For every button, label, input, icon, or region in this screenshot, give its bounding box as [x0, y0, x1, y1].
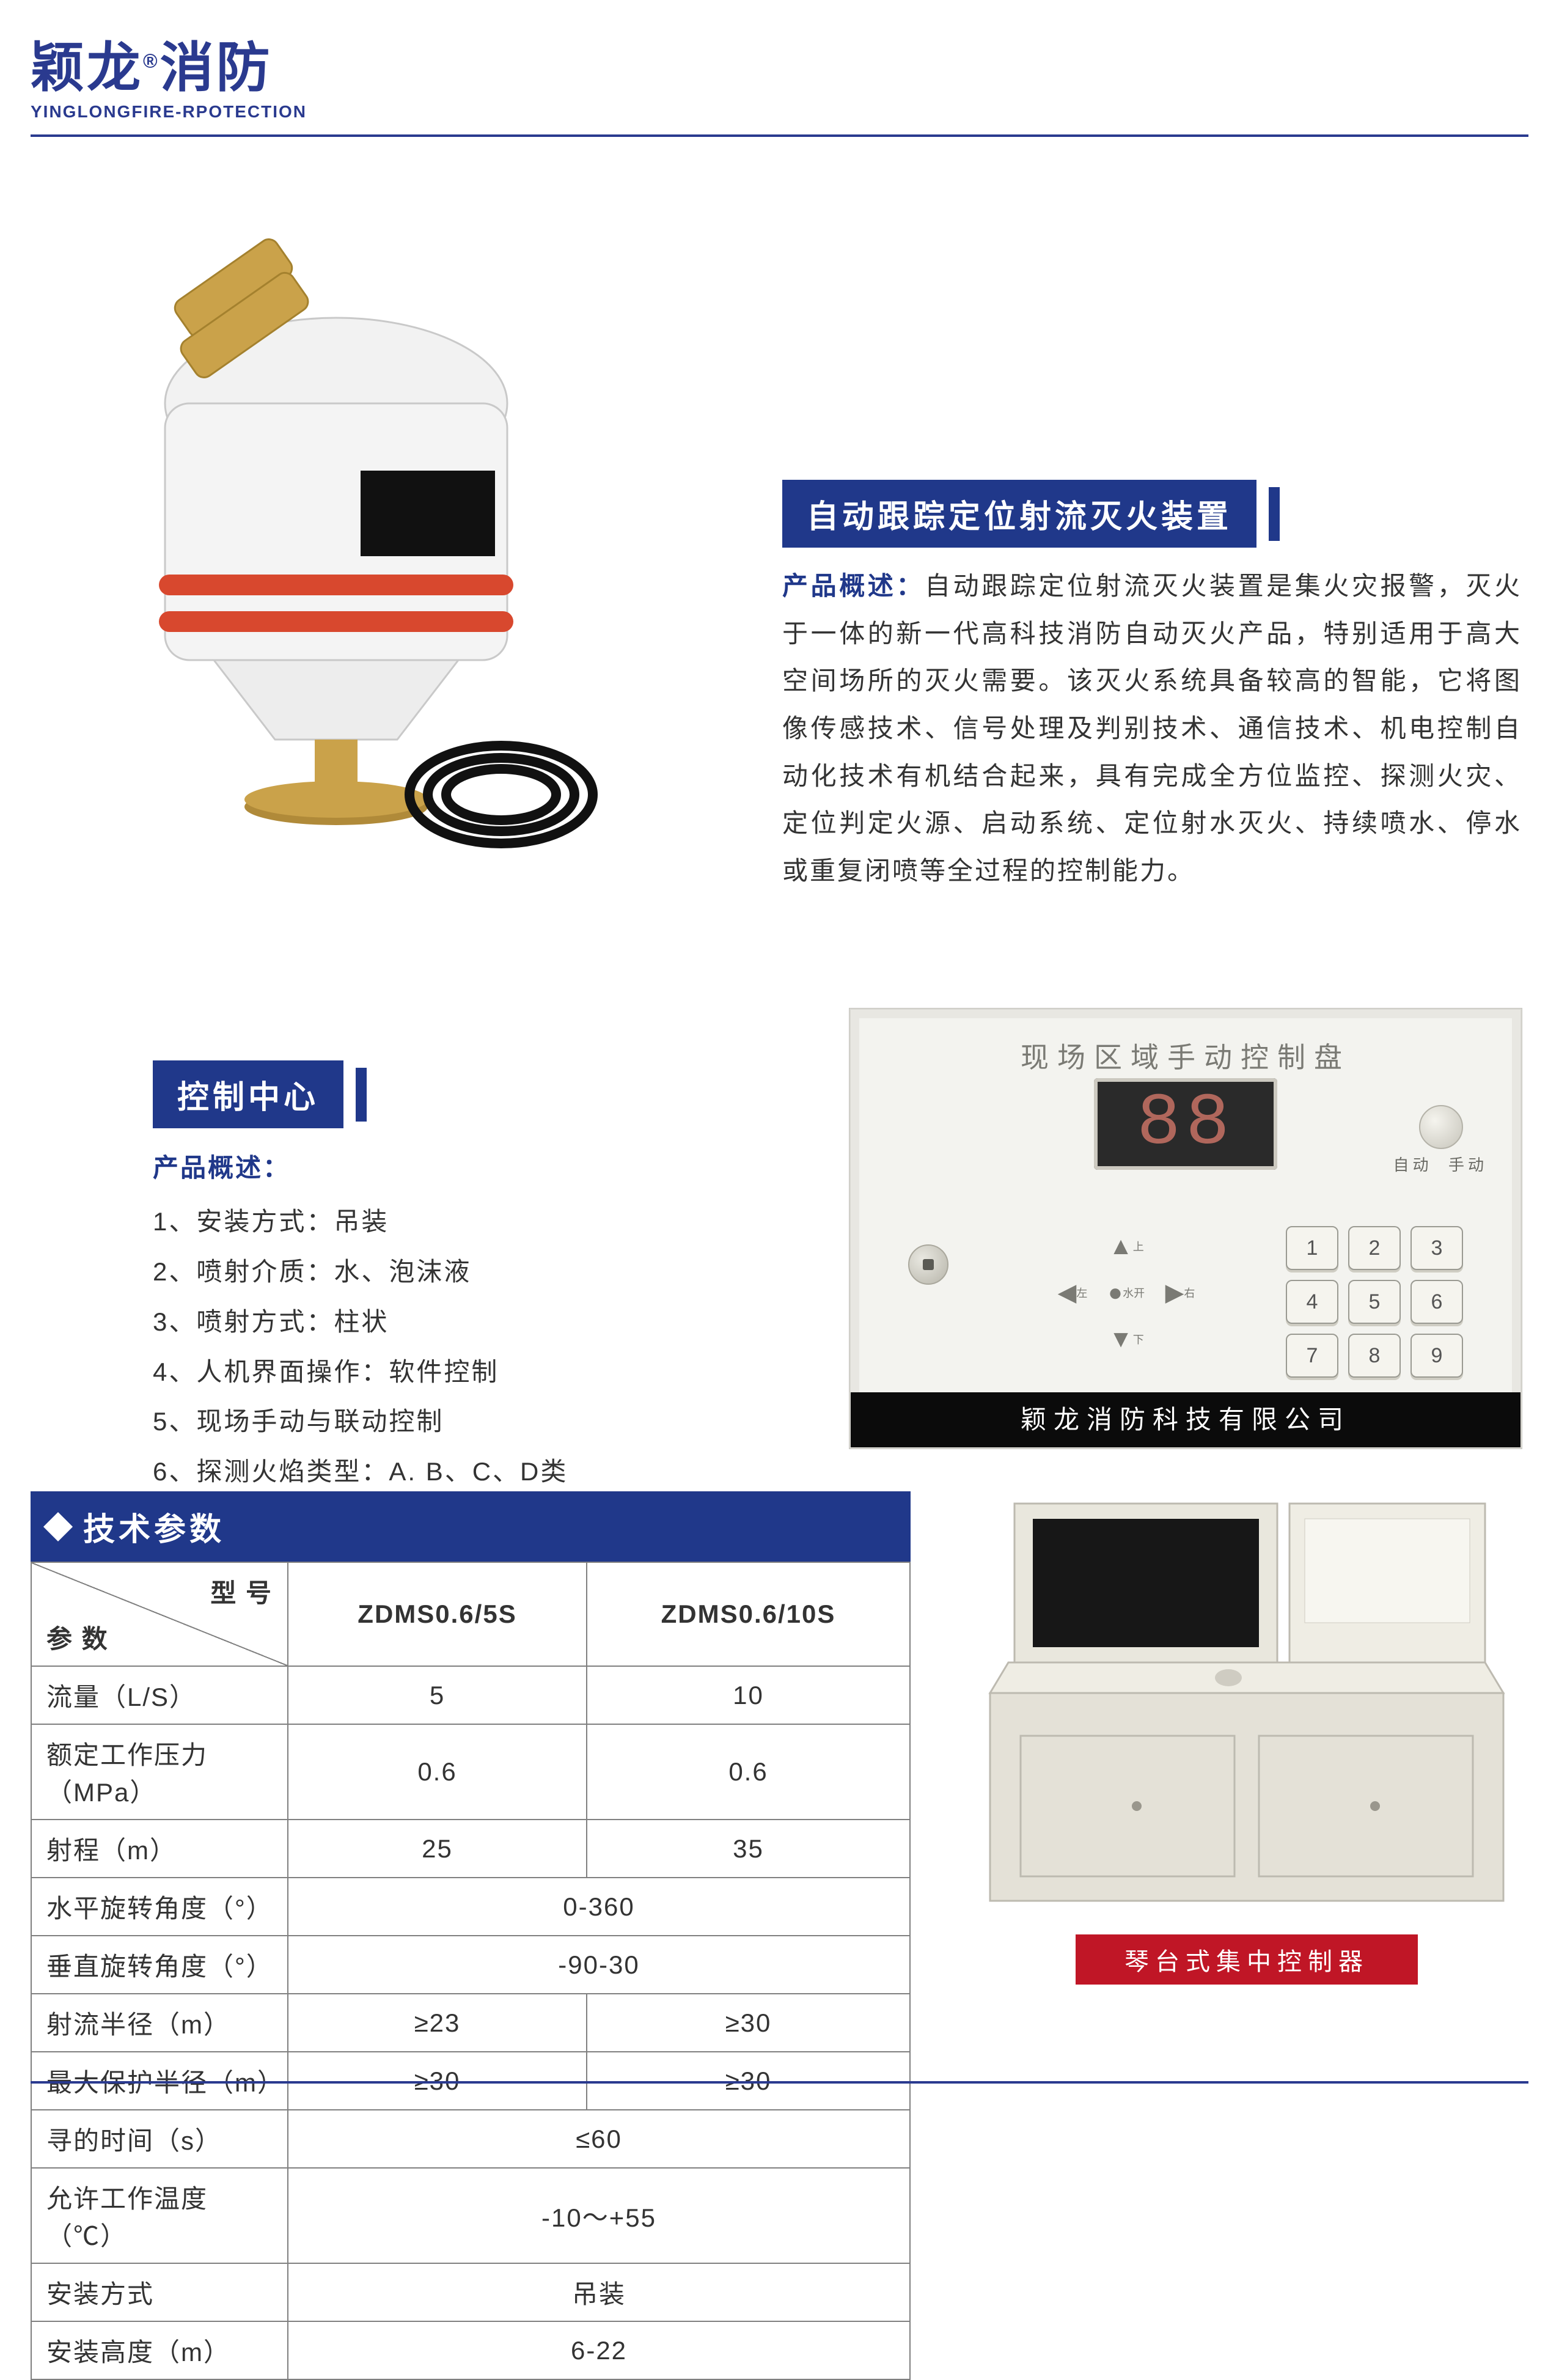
water-toggle-icon[interactable]: ●水开 — [1102, 1273, 1150, 1313]
spec-row-label: 允许工作温度（℃） — [31, 2168, 288, 2263]
spec-row-value: ≥30 — [587, 1994, 910, 2052]
section1-title: 自动跟踪定位射流灭火装置 — [782, 480, 1256, 548]
spec-row-value: 6-22 — [288, 2321, 910, 2379]
arrow-pad: ▲上 ◀左 ●水开 ▶右 ▼下 — [1049, 1226, 1204, 1359]
spec-row-label: 寻的时间（s） — [31, 2110, 288, 2168]
spec-row-label: 安装高度（m） — [31, 2321, 288, 2379]
arrow-left-icon[interactable]: ◀左 — [1049, 1273, 1096, 1313]
section2-title: 控制中心 — [153, 1060, 343, 1128]
keypad-button-7[interactable]: 7 — [1286, 1334, 1338, 1378]
spec-row-label: 流量（L/S） — [31, 1666, 288, 1724]
spec-row-value: 10 — [587, 1666, 910, 1724]
section2-body: 产品概述： 1、安装方式：吊装2、喷射介质：水、泡沫液3、喷射方式：柱状4、人机… — [153, 1143, 568, 1497]
table-row: 水平旋转角度（°）0-360 — [31, 1878, 910, 1936]
brand-cn-part2: 消防 — [160, 37, 273, 98]
keypad-button-1[interactable]: 1 — [1286, 1226, 1338, 1270]
keypad-button-3[interactable]: 3 — [1410, 1226, 1463, 1270]
table-row: 射流半径（m）≥23≥30 — [31, 1994, 910, 2052]
table-row: 流量（L/S）510 — [31, 1666, 910, 1724]
section2-item: 3、喷射方式：柱状 — [153, 1297, 568, 1347]
spec-row-value: 0.6 — [587, 1724, 910, 1820]
spec-row-value: ≤60 — [288, 2110, 910, 2168]
section2-title-bar: 控制中心 — [153, 1060, 367, 1128]
spec-table: 型 号 参 数 ZDMS0.6/5S ZDMS0.6/10S 流量（L/S）51… — [31, 1562, 911, 2380]
brand-header: 颖龙®消防 YINGLONGFIRE-RPOTECTION — [31, 24, 307, 122]
numeric-keypad: 123 456 789 — [1286, 1226, 1463, 1378]
arrow-down-icon[interactable]: ▼下 — [1102, 1319, 1150, 1359]
table-row: 寻的时间（s）≤60 — [31, 2110, 910, 2168]
keypad-button-9[interactable]: 9 — [1410, 1334, 1463, 1378]
mode-knob[interactable] — [1419, 1105, 1463, 1149]
keypad-button-5[interactable]: 5 — [1348, 1280, 1401, 1324]
diamond-icon — [43, 1511, 73, 1541]
section2-item: 5、现场手动与联动控制 — [153, 1397, 568, 1447]
spec-row-value: 35 — [587, 1820, 910, 1878]
section2-item: 4、人机界面操作：软件控制 — [153, 1347, 568, 1397]
spec-row-value: 5 — [288, 1666, 587, 1724]
spec-row-label: 安装方式 — [31, 2263, 288, 2321]
console-photo — [972, 1491, 1522, 1919]
spec-row-value: -10～+55 — [288, 2168, 910, 2263]
table-row: 额定工作压力（MPa）0.60.6 — [31, 1724, 910, 1820]
keypad-button-8[interactable]: 8 — [1348, 1334, 1401, 1378]
section1-lead: 产品概述： — [782, 571, 925, 600]
spec-header: 技术参数 — [31, 1491, 911, 1562]
spec-row-label: 射程（m） — [31, 1820, 288, 1878]
arrow-right-icon[interactable]: ▶右 — [1156, 1273, 1204, 1313]
spec-row-value: 25 — [288, 1820, 587, 1878]
control-panel-photo: 现场区域手动控制盘 88 自动 手动 ▲上 ◀左 ●水开 ▶右 ▼下 123 45… — [849, 1008, 1522, 1449]
mode-auto-label: 自动 — [1393, 1156, 1432, 1174]
brand-cn: 颖龙®消防 — [31, 24, 307, 102]
spec-model-0: ZDMS0.6/5S — [288, 1562, 587, 1666]
section2-lead: 产品概述： — [153, 1143, 568, 1193]
section2-item: 6、探测火焰类型：A. B、C、D类 — [153, 1447, 568, 1497]
spec-row-value: 0-360 — [288, 1878, 910, 1936]
title-tick-icon — [356, 1068, 367, 1122]
registered-icon: ® — [143, 50, 160, 72]
spec-col-model: 型 号 — [210, 1573, 273, 1610]
spec-row-label: 垂直旋转角度（°） — [31, 1936, 288, 1994]
mode-labels: 自动 手动 — [1393, 1153, 1487, 1175]
table-row: 射程（m）2535 — [31, 1820, 910, 1878]
panel-company-strip: 颖龙消防科技有限公司 — [851, 1392, 1520, 1447]
keypad-button-6[interactable]: 6 — [1410, 1280, 1463, 1324]
spec-row-value: -90-30 — [288, 1936, 910, 1994]
panel-top-label: 现场区域手动控制盘 — [865, 1035, 1506, 1076]
section1-title-bar: 自动跟踪定位射流灭火装置 — [782, 480, 1280, 548]
title-tick-icon — [1269, 487, 1280, 541]
section2-item: 1、安装方式：吊装 — [153, 1197, 568, 1247]
keypad-button-2[interactable]: 2 — [1348, 1226, 1401, 1270]
mode-manual-label: 手动 — [1448, 1156, 1487, 1174]
table-row: 允许工作温度（℃）-10～+55 — [31, 2168, 910, 2263]
spec-col-param: 参 数 — [46, 1618, 109, 1656]
table-row: 垂直旋转角度（°）-90-30 — [31, 1936, 910, 1994]
device-photo — [73, 232, 623, 892]
key-lock-icon[interactable] — [908, 1244, 948, 1285]
brand-en: YINGLONGFIRE-RPOTECTION — [31, 102, 307, 122]
divider — [31, 2081, 1528, 2084]
table-row: 安装高度（m）6-22 — [31, 2321, 910, 2379]
seven-segment-display: 88 — [1094, 1078, 1277, 1170]
spec-header-text: 技术参数 — [83, 1504, 225, 1549]
spec-corner-cell: 型 号 参 数 — [31, 1562, 288, 1666]
section1-text: 自动跟踪定位射流灭火装置是集火灾报警，灭火于一体的新一代高科技消防自动灭火产品，… — [782, 571, 1522, 885]
spec-row-value: 0.6 — [288, 1724, 587, 1820]
brand-cn-part1: 颖龙 — [31, 37, 143, 98]
spec-row-value: 吊装 — [288, 2263, 910, 2321]
spec-row-label: 水平旋转角度（°） — [31, 1878, 288, 1936]
spec-table-wrap: 技术参数 型 号 参 数 ZDMS0.6/5S ZDMS0.6/10S 流量（L… — [31, 1491, 911, 2380]
spec-row-value: ≥23 — [288, 1994, 587, 2052]
table-row: 安装方式吊装 — [31, 2263, 910, 2321]
spec-row-label: 射流半径（m） — [31, 1994, 288, 2052]
spec-row-label: 额定工作压力（MPa） — [31, 1724, 288, 1820]
arrow-up-icon[interactable]: ▲上 — [1102, 1226, 1150, 1266]
section1-body: 产品概述：自动跟踪定位射流灭火装置是集火灾报警，灭火于一体的新一代高科技消防自动… — [782, 562, 1522, 895]
divider — [31, 134, 1528, 137]
spec-model-1: ZDMS0.6/10S — [587, 1562, 910, 1666]
keypad-button-4[interactable]: 4 — [1286, 1280, 1338, 1324]
section2-item: 2、喷射介质：水、泡沫液 — [153, 1247, 568, 1297]
console-caption: 琴台式集中控制器 — [1076, 1934, 1418, 1985]
